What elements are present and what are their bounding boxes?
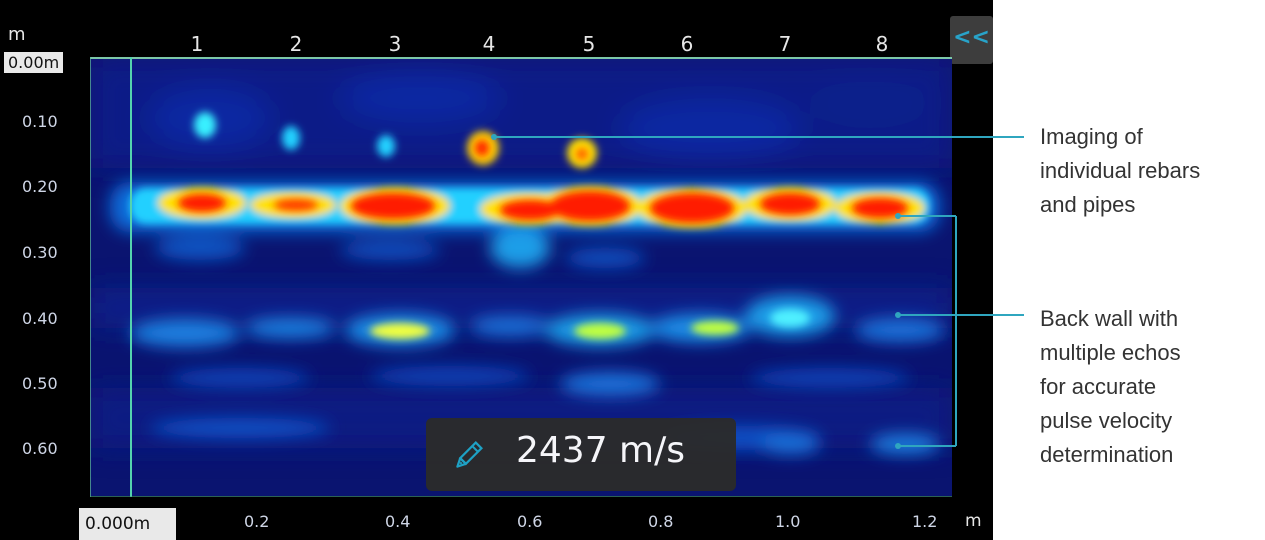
depth-tick-label: 0.60 [22,439,58,458]
distance-tick-label: 1.0 [775,512,801,531]
annotation-line: determination [1040,442,1174,467]
depth-tick-label: 0.40 [22,309,58,328]
zero-distance-label: 0.000m [79,508,176,540]
backwall-leader-dot [895,213,901,219]
marker-label: 8 [875,32,889,56]
distance-tick-label: 0.8 [648,512,674,531]
backwall-annotation: Back wall with multiple echos for accura… [1040,302,1181,472]
marker-label: 6 [680,32,694,56]
depth-unit-label: m [8,24,26,45]
pulse-velocity-value: 2437 m/s [516,430,686,471]
rebar-annotation: Imaging of individual rebars and pipes [1040,120,1200,222]
double-chevron-left-icon: << [953,25,990,50]
collapse-panel-button[interactable]: << [950,16,993,64]
distance-tick-label: 0.4 [385,512,411,531]
annotation-line: Imaging of [1040,124,1143,149]
pulse-velocity-control[interactable]: 2437 m/s [426,418,736,491]
annotation-line: Back wall with [1040,306,1179,331]
annotation-line: multiple echos [1040,340,1181,365]
zero-depth-label: 0.00m [4,52,64,73]
depth-tick-label: 0.10 [22,112,58,131]
marker-label: 4 [482,32,496,56]
scan-frame-left [90,57,91,497]
backwall-leader-dot [895,443,901,449]
marker-label: 7 [778,32,792,56]
distance-tick-label: 1.2 [912,512,938,531]
annotation-line: pulse velocity [1040,408,1173,433]
scan-zero-line [130,57,132,497]
marker-label: 1 [190,32,204,56]
backwall-leader-dot [895,312,901,318]
scan-screen: m 1 2 3 4 5 6 7 8 << [0,0,993,540]
rebar-leader-dot [491,134,497,140]
pencil-icon [456,441,483,468]
annotation-line: for accurate [1040,374,1157,399]
distance-tick-label: 0.6 [517,512,543,531]
annotation-line: and pipes [1040,192,1136,217]
marker-label: 5 [582,32,596,56]
scan-frame-bottom [90,496,952,497]
scan-frame-top [90,57,952,59]
distance-unit-label: m [965,511,982,531]
marker-label: 3 [388,32,402,56]
depth-tick-label: 0.20 [22,177,58,196]
annotation-line: individual rebars [1040,158,1201,183]
marker-label: 2 [289,32,303,56]
depth-tick-label: 0.30 [22,243,58,262]
distance-tick-label: 0.2 [244,512,270,531]
depth-tick-label: 0.50 [22,374,58,393]
